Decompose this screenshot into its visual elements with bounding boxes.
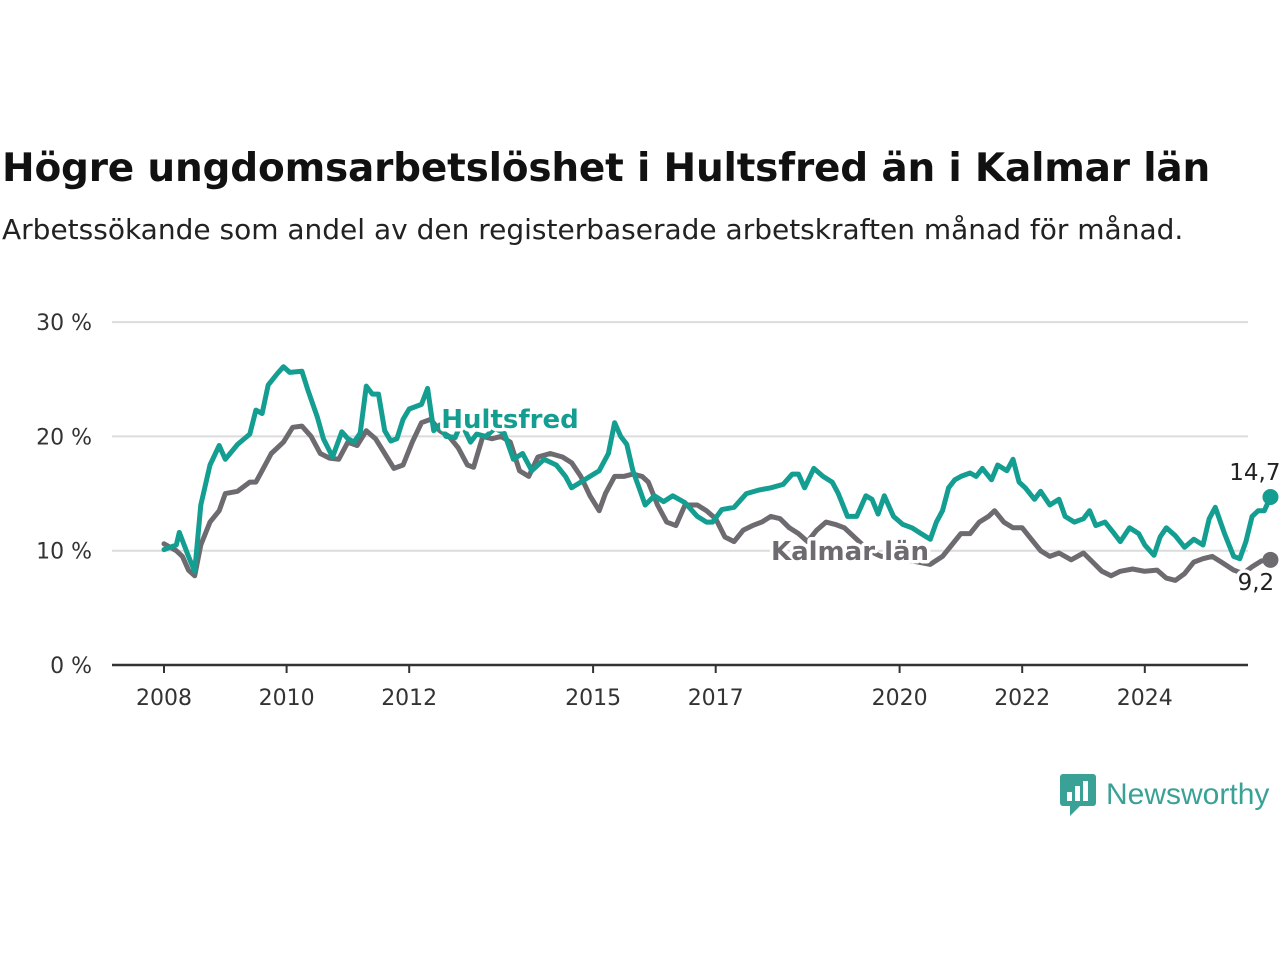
- x-tick-label: 2017: [688, 686, 744, 711]
- y-tick-label: 10 %: [36, 540, 92, 565]
- x-tick-label: 2012: [381, 686, 437, 711]
- chart-subtitle: Arbetssökande som andel av den registerb…: [2, 213, 1184, 246]
- series-lines: [161, 364, 1279, 583]
- series-line-hultsfred: [161, 364, 1273, 574]
- series-label-hultsfred-halo: Hultsfred: [441, 405, 578, 435]
- end-point-kalmar-lan: [1262, 551, 1279, 568]
- end-label-kalmar-lan-halo: 9,2 %: [1238, 570, 1280, 596]
- x-tick-label: 2010: [259, 686, 315, 711]
- y-tick-label: 20 %: [36, 425, 92, 450]
- x-tick-label: 2022: [994, 686, 1050, 711]
- end-point-hultsfred: [1262, 488, 1279, 505]
- x-axis-ticks: 2008 2010 2012 2015 2017 2020 2022 2024: [136, 665, 1173, 711]
- y-tick-label: 30 %: [36, 311, 92, 336]
- x-tick-label: 2008: [136, 686, 192, 711]
- brand-name: Newsworthy: [1106, 778, 1270, 811]
- end-label-hultsfred: 14,7 %: [1229, 460, 1280, 486]
- y-tick-label: 0 %: [50, 654, 92, 679]
- x-tick-label: 2015: [565, 686, 621, 711]
- bar-chart-speech-bubble-icon: [1060, 774, 1096, 816]
- brand-logo[interactable]: Newsworthy: [1058, 772, 1269, 818]
- series-label-kalmar-lan-halo: Kalmar län: [771, 537, 929, 567]
- end-label-hultsfred-halo: 14,7 %: [1229, 460, 1280, 486]
- series-label-kalmar-lan: Kalmar län: [771, 537, 929, 567]
- x-tick-label: 2024: [1117, 686, 1173, 711]
- series-label-hultsfred: Hultsfred: [441, 405, 578, 435]
- end-label-kalmar-lan: 9,2 %: [1238, 570, 1280, 596]
- y-axis-ticks: 0 % 10 % 20 % 30 %: [36, 311, 92, 679]
- x-tick-label: 2020: [872, 686, 928, 711]
- series-line-kalmar-lan: [161, 416, 1273, 583]
- chart-title: Högre ungdomsarbetslöshet i Hultsfred än…: [2, 146, 1211, 191]
